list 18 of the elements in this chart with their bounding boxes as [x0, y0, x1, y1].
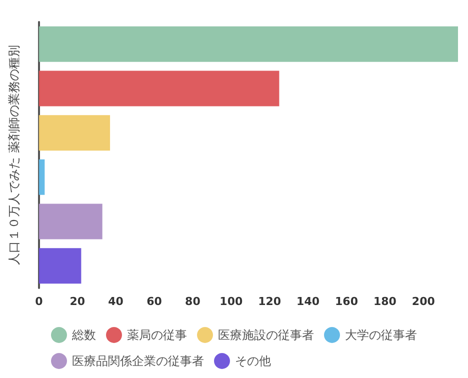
legend-label: 大学の従事者 [345, 328, 417, 342]
legend-label: 医療施設の従事者 [218, 328, 314, 342]
x-tick-label: 40 [108, 295, 124, 308]
legend-label: その他 [235, 354, 271, 368]
x-tick-label: 80 [185, 295, 201, 308]
legend-label: 総数 [71, 328, 96, 342]
x-tick-label: 120 [258, 295, 282, 308]
x-tick-label: 180 [373, 295, 397, 308]
x-tick-label: 20 [70, 295, 86, 308]
x-tick-label: 160 [335, 295, 358, 308]
x-tick-label: 200 [412, 295, 436, 308]
y-axis-title: 人口１０万人でみた 薬剤師の業務の種別 [7, 45, 21, 265]
x-tick-label: 0 [35, 295, 44, 308]
legend-label: 薬局の従事 [127, 328, 187, 342]
x-tick-label: 100 [220, 295, 243, 308]
x-tick-label: 60 [146, 295, 162, 308]
legend-label: 医療品関係企業の従事者 [72, 354, 204, 368]
x-tick-label: 140 [296, 295, 320, 308]
